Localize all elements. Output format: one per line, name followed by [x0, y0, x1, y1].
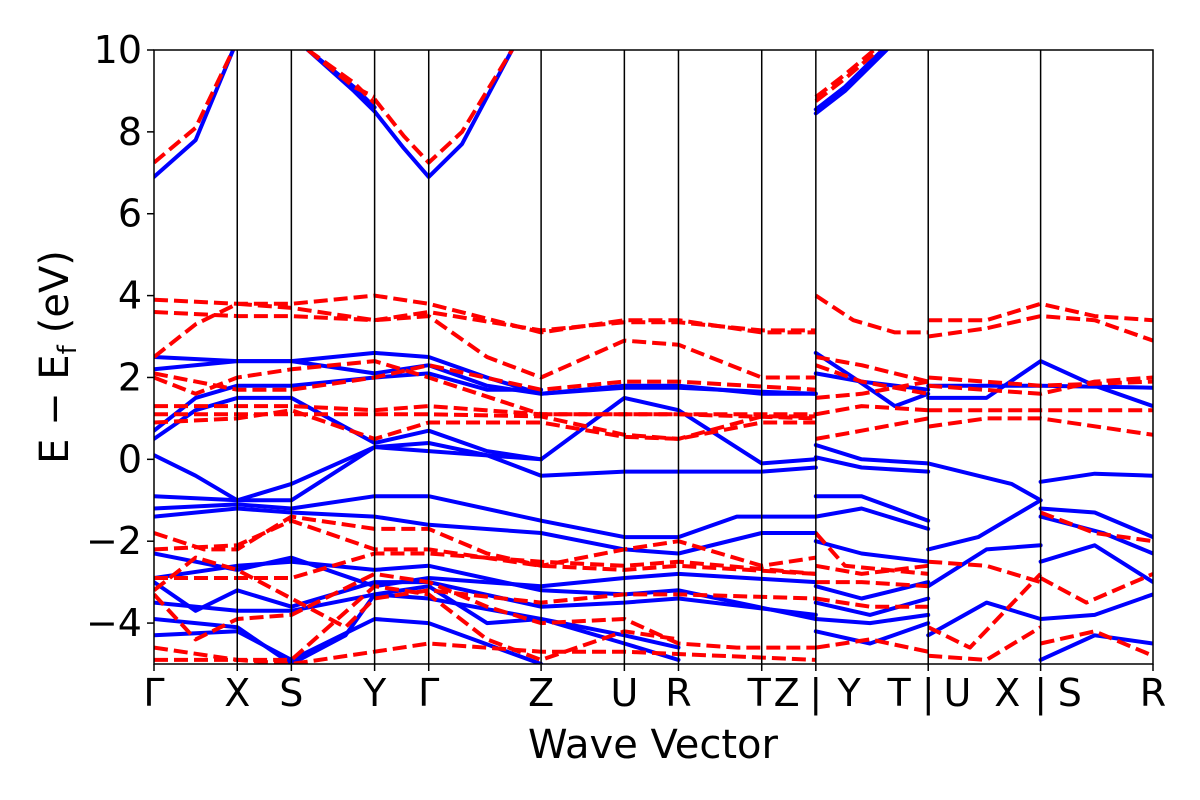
x-tick-label: Γ [143, 671, 164, 715]
band-line [813, 443, 931, 466]
band-line [927, 314, 1153, 343]
band-line [813, 621, 931, 646]
band-line [815, 416, 929, 441]
band-line [815, 379, 929, 400]
x-tick-label: R [1140, 671, 1166, 715]
band-line [1038, 471, 1153, 484]
band-line [926, 543, 1043, 589]
plot-frame [153, 49, 1154, 665]
band-line [1039, 572, 1153, 605]
x-tick-label: X [994, 671, 1020, 715]
band-line [154, 301, 816, 380]
band-line [154, 551, 816, 580]
y-axis-title: E − Ef (eV) [32, 250, 83, 464]
y-tick-label: 10 [94, 28, 142, 72]
x-tick-label: Y [362, 671, 387, 715]
band-line [815, 563, 929, 576]
band-line [814, 50, 880, 103]
band-line [154, 404, 816, 417]
x-tick-label: U [610, 671, 638, 715]
band-line [154, 494, 818, 540]
band-line [813, 455, 931, 474]
series-spin-down [154, 50, 1153, 664]
band-line [1038, 506, 1153, 540]
band-line [926, 498, 1043, 552]
x-tick-label: U [943, 671, 971, 715]
band-line [815, 596, 929, 609]
y-tick-label: 0 [118, 437, 142, 481]
band-line [154, 571, 816, 650]
band-line [928, 375, 1153, 396]
kpoint-separator-lines [236, 50, 1042, 664]
band-line [813, 350, 931, 409]
band-line [813, 506, 931, 531]
band-line [154, 310, 816, 333]
band-line [154, 617, 544, 664]
band-line [154, 641, 816, 664]
band-line [813, 50, 889, 116]
band-line [927, 572, 1043, 650]
band-line [1038, 543, 1153, 585]
band-line [154, 395, 818, 466]
band-line [154, 408, 816, 441]
band-line [154, 506, 818, 556]
band-line [154, 445, 544, 503]
band-line [154, 359, 816, 421]
y-tick-label: 2 [118, 355, 142, 399]
y-tick-label: 6 [118, 192, 142, 236]
x-tick-label: Y [837, 671, 862, 715]
x-tick-label: Z [774, 671, 800, 715]
x-tick-label: Z [528, 671, 554, 715]
band-line [1038, 633, 1153, 662]
band-line [154, 363, 816, 392]
band-line [927, 416, 1153, 437]
y-tick-label: −4 [86, 601, 142, 645]
band-line [154, 441, 818, 503]
band-line [813, 580, 931, 601]
band-line [813, 539, 931, 564]
band-line [813, 50, 885, 112]
x-tick-label: S [279, 671, 303, 715]
band-line [154, 514, 817, 568]
band-line [306, 50, 377, 110]
x-axis-title: Wave Vector [528, 722, 779, 768]
y-axis-title-subscript: f [53, 344, 83, 354]
band-line [154, 580, 818, 617]
x-tick-label: | [1034, 671, 1047, 716]
band-line [815, 363, 929, 396]
x-tick-label: Γ [418, 671, 439, 715]
band-line [928, 625, 1042, 662]
y-tick-label: −2 [86, 519, 142, 563]
x-tick-label: X [224, 671, 250, 715]
band-line [813, 612, 931, 626]
band-line [928, 301, 1153, 323]
band-line [154, 555, 816, 630]
band-line [154, 50, 235, 165]
plot-area [153, 49, 1154, 665]
band-line [154, 592, 681, 662]
x-tick-label: S [1058, 671, 1082, 715]
y-axis-title-main: E − E [32, 354, 78, 464]
band-line [814, 531, 929, 576]
band-line [815, 580, 929, 589]
band-line [154, 359, 818, 396]
x-axis-ticks: Γ X S Y Γ Z U R T Z | Y T | U X | S R [143, 664, 1166, 716]
band-line [813, 596, 931, 617]
y-axis-ticks: 10 8 6 4 2 0 −2 −4 [86, 28, 154, 645]
x-tick-label: T [886, 671, 911, 715]
y-tick-label: 4 [118, 274, 142, 318]
band-line [815, 404, 929, 417]
band-line [926, 461, 1043, 503]
band-line [814, 50, 876, 99]
x-tick-label: | [922, 671, 935, 716]
band-line [814, 293, 929, 335]
x-tick-label: R [665, 671, 691, 715]
y-tick-label: 8 [118, 110, 142, 154]
band-line [813, 494, 931, 523]
x-tick-label: T [747, 671, 772, 715]
band-line [815, 355, 929, 384]
x-tick-label: | [809, 671, 822, 716]
y-axis-title-unit: (eV) [32, 250, 78, 333]
